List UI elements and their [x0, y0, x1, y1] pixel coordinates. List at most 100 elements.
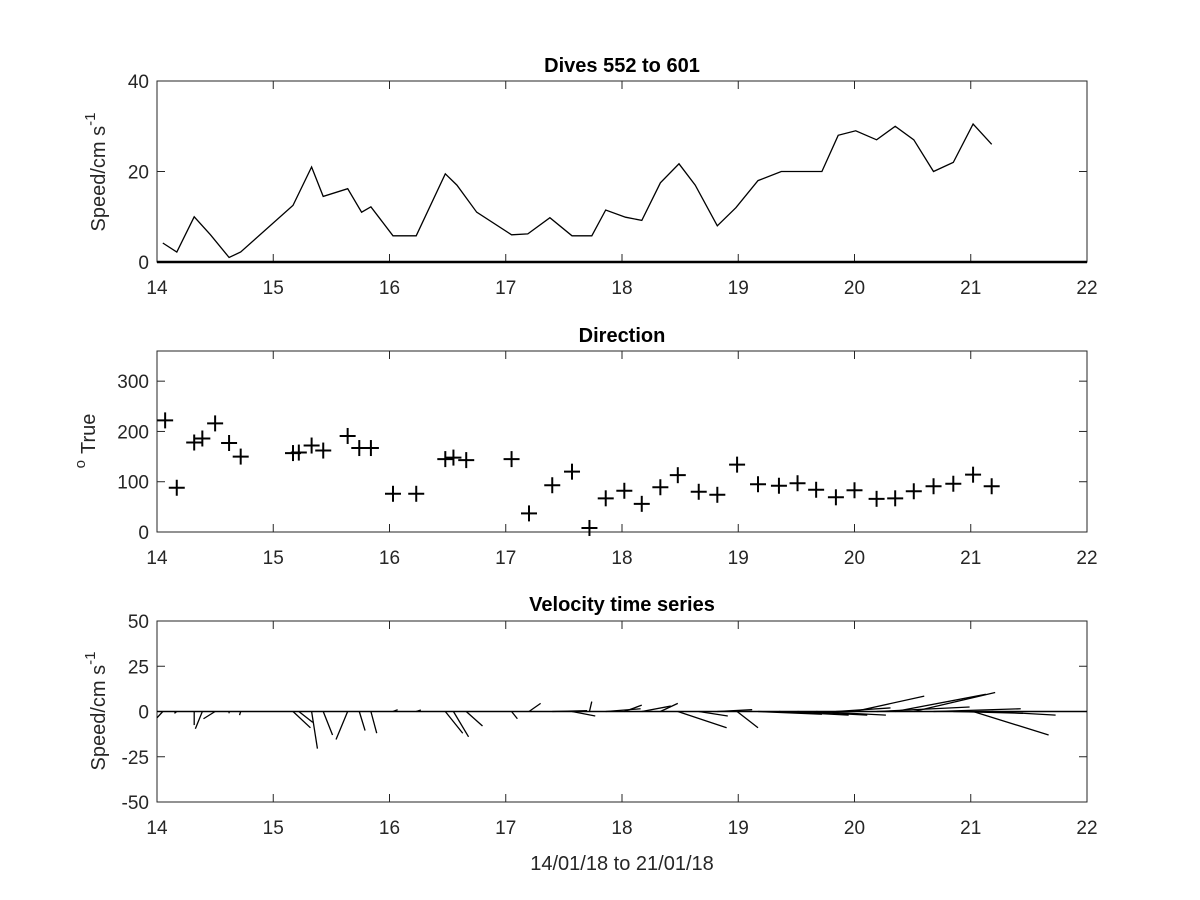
velocity-stick	[310, 711, 319, 749]
velocity-stick	[571, 710, 596, 717]
velocity-stick	[913, 691, 996, 713]
direction-point	[339, 427, 356, 444]
velocity-stick	[465, 711, 483, 727]
velocity-xlabel: 14/01/18 to 21/01/18	[530, 853, 714, 875]
velocity-stick	[797, 710, 868, 716]
direction-point	[868, 490, 885, 507]
direction-point	[690, 483, 707, 500]
velocity-ytick-label: 0	[138, 703, 149, 724]
direction-point	[157, 412, 174, 429]
velocity-stick	[335, 711, 349, 740]
direction-point	[729, 456, 746, 473]
direction-point	[521, 505, 537, 522]
direction-point	[564, 463, 581, 480]
velocity-stick	[552, 709, 588, 713]
velocity-stick	[392, 709, 398, 713]
direction-panel: Direction o True 14 15 16 17 18 19 20 21 22 0 100 20…	[72, 325, 1098, 569]
velocity-stick	[203, 710, 216, 720]
speed-ytick-label: 20	[128, 163, 149, 184]
velocity-stick	[416, 709, 422, 713]
direction-point	[983, 478, 1000, 495]
speed-xtick-label: 22	[1076, 278, 1097, 299]
velocity-xtick-label: 16	[379, 818, 400, 839]
speed-ylabel-sup: -1	[82, 113, 99, 126]
direction-point	[408, 485, 425, 502]
direction-xtick-label: 22	[1076, 548, 1097, 569]
direction-point	[303, 437, 320, 454]
velocity-stick	[895, 693, 986, 713]
velocity-stick	[641, 705, 671, 713]
direction-point	[709, 486, 726, 503]
direction-xtick-label: 16	[379, 548, 400, 569]
velocity-stick	[444, 711, 464, 734]
velocity-stick	[991, 710, 1056, 716]
direction-xtick-label: 19	[728, 548, 749, 569]
velocity-stick	[238, 711, 242, 716]
velocity-stick	[358, 711, 366, 731]
direction-point	[633, 495, 650, 512]
velocity-stick	[677, 710, 727, 729]
velocity-xtick-label: 17	[495, 818, 516, 839]
speed-xtick-label: 14	[146, 278, 168, 299]
velocity-xtick-label: 15	[263, 818, 284, 839]
direction-ytick-label: 300	[117, 372, 149, 393]
direction-point	[168, 479, 185, 496]
velocity-ytick-label: -25	[122, 748, 149, 769]
direction-xtick-label: 20	[844, 548, 865, 569]
velocity-stick	[322, 711, 334, 736]
direction-point	[362, 440, 379, 457]
direction-point	[827, 489, 844, 506]
velocity-xtick-label: 21	[960, 818, 981, 839]
direction-point	[207, 415, 224, 432]
direction-point	[503, 451, 520, 468]
velocity-stick	[717, 709, 753, 713]
velocity-ytick-label: -50	[122, 793, 149, 814]
velocity-stick	[816, 710, 886, 716]
speed-xtick-label: 16	[379, 278, 400, 299]
velocity-stick	[588, 701, 593, 712]
velocity-xtick-label: 19	[728, 818, 749, 839]
velocity-stick	[370, 711, 378, 734]
speed-xtick-label: 17	[495, 278, 516, 299]
direction-ylabel: o True	[72, 414, 100, 469]
svg-text:oTrue: o True	[72, 414, 100, 469]
direction-point	[789, 475, 806, 492]
velocity-stick	[511, 711, 518, 720]
speed-xtick-label: 19	[728, 278, 749, 299]
velocity-xtick-label: 20	[844, 818, 865, 839]
direction-point	[315, 442, 332, 459]
velocity-xtick-label: 18	[611, 818, 632, 839]
speed-ylabel: Speed/cm s-1	[82, 113, 110, 232]
direction-point	[232, 448, 249, 465]
velocity-ylabel-sup: -1	[82, 652, 99, 665]
velocity-stick	[660, 702, 679, 713]
direction-point	[445, 449, 462, 466]
velocity-stick	[854, 695, 925, 713]
velocity-ytick-label: 25	[128, 657, 149, 678]
direction-point	[945, 475, 962, 492]
speed-ytick-label: 40	[128, 72, 149, 93]
direction-ytick-label: 0	[138, 523, 149, 544]
velocity-stick	[156, 711, 164, 719]
svg-text:Speed/cm s-1: Speed/cm s-1	[82, 113, 110, 232]
speed-ylabel-text: Speed/cm s	[88, 126, 110, 232]
velocity-xtick-label: 22	[1076, 818, 1097, 839]
speed-xtick-label: 18	[611, 278, 632, 299]
speed-xtick-label: 15	[263, 278, 284, 299]
direction-point	[290, 444, 307, 461]
velocity-stick	[624, 704, 642, 713]
speed-title: Dives 552 to 601	[544, 55, 700, 77]
direction-point	[186, 434, 203, 451]
velocity-stick	[174, 710, 178, 714]
speed-ytick-label: 0	[138, 253, 149, 274]
direction-point	[669, 467, 686, 484]
direction-point	[458, 452, 475, 469]
velocity-stick	[452, 711, 470, 738]
velocity-ytick-label: 50	[128, 612, 149, 633]
direction-point	[616, 482, 633, 499]
direction-point	[384, 485, 401, 502]
velocity-xtick-label: 14	[146, 818, 168, 839]
velocity-stick	[298, 710, 314, 723]
